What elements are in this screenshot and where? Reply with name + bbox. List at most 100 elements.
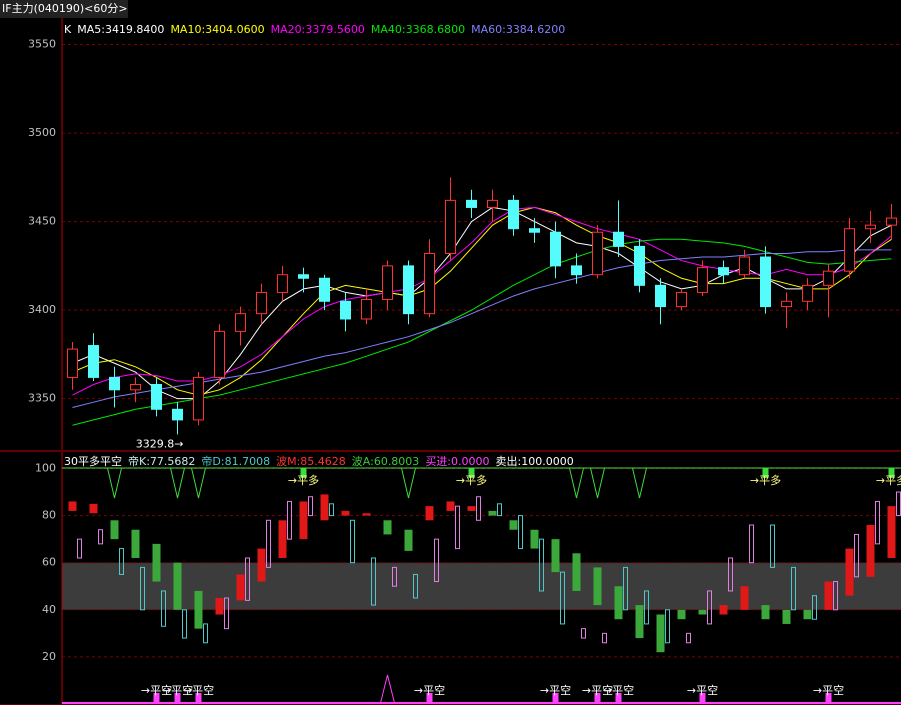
title-bar <box>0 0 128 18</box>
di-bar <box>728 557 733 592</box>
di-bar <box>476 496 481 521</box>
di-bar <box>140 566 145 611</box>
y-tick-label: 3350 <box>28 392 56 405</box>
wave-bar <box>866 525 875 577</box>
candle-body <box>676 291 687 308</box>
candle-body <box>277 274 288 293</box>
di-bar <box>812 595 817 620</box>
di-bar <box>203 623 208 644</box>
long-marker <box>762 468 769 478</box>
short-label: →平空 <box>414 683 445 697</box>
candle-body <box>886 217 897 226</box>
short-label: →平空 <box>687 683 718 697</box>
long-dip <box>107 467 122 499</box>
short-label: →平空 <box>582 683 613 697</box>
candle-body <box>172 408 183 421</box>
candle-body <box>256 291 267 315</box>
long-dip <box>632 467 647 499</box>
di-bar <box>434 538 439 583</box>
candle-body <box>508 199 519 230</box>
wave-bar <box>173 562 182 610</box>
wave-bar <box>383 520 392 535</box>
wave-bar <box>677 609 686 620</box>
di-bar <box>833 581 838 611</box>
y-tick-label: 3450 <box>28 215 56 228</box>
di-bar <box>350 519 355 564</box>
wave-bar <box>509 520 518 530</box>
long-dip <box>191 467 206 499</box>
short-label: →平空 <box>141 683 172 697</box>
di-bar <box>308 496 313 517</box>
di-bar <box>602 632 607 644</box>
candle-body <box>466 199 477 208</box>
y-tick-label: 60 <box>42 556 56 569</box>
legend-entry: MA5:3419.8400 <box>77 23 164 36</box>
wave-bar <box>194 590 203 629</box>
candle-body <box>781 300 792 308</box>
di-bar <box>665 609 670 644</box>
candle-body <box>529 228 540 233</box>
wave-bar <box>698 609 707 615</box>
candle-body <box>235 313 246 332</box>
legend-entry: MA20:3379.5600 <box>271 23 365 36</box>
legend-entry: MA60:3384.6200 <box>471 23 565 36</box>
wave-bar <box>845 548 854 596</box>
candle-body <box>151 383 162 410</box>
candle-body <box>823 270 834 286</box>
candle-body <box>613 231 624 247</box>
band <box>62 562 901 610</box>
candle-body <box>550 231 561 267</box>
di-bar <box>98 529 103 545</box>
legend-entry: 波A:60.8003 <box>352 455 420 468</box>
y-tick-label: 40 <box>42 603 56 616</box>
wave-bar <box>740 586 749 610</box>
long-dip <box>590 467 605 499</box>
ma-line <box>72 238 892 426</box>
candle-body <box>319 277 330 302</box>
long-marker <box>300 468 307 478</box>
candle-body <box>760 256 771 308</box>
candle-body <box>844 228 855 272</box>
wave-bar <box>152 543 161 582</box>
wave-bar <box>278 520 287 558</box>
wave-bar <box>362 513 371 516</box>
wave-bar <box>467 506 476 511</box>
wave-bar <box>68 501 77 511</box>
candle-body <box>655 284 666 308</box>
y-tick-label: 100 <box>35 461 56 474</box>
di-bar <box>770 524 775 568</box>
candle-body <box>361 299 372 320</box>
short-marker <box>825 693 832 703</box>
long-label: →平多 <box>456 473 487 487</box>
short-label: →平空 <box>183 683 214 697</box>
short-marker <box>699 693 706 703</box>
wave-bar <box>551 539 560 573</box>
wave-bar <box>824 581 833 610</box>
di-bar <box>497 503 502 517</box>
candle-body <box>130 383 141 391</box>
short-marker <box>552 693 559 703</box>
wave-bar <box>110 520 119 540</box>
wave-bar <box>782 609 791 624</box>
candle-body <box>382 265 393 301</box>
candle-body <box>193 376 204 421</box>
candle-body <box>802 284 813 302</box>
candle-body <box>298 274 309 279</box>
wave-bar <box>635 605 644 639</box>
long-marker <box>888 468 895 478</box>
wave-bar <box>446 501 455 511</box>
ma-line <box>72 206 892 396</box>
wave-bar <box>719 605 728 615</box>
long-label: →平多 <box>288 473 319 487</box>
short-label: →平空 <box>813 683 844 697</box>
candle-body <box>592 231 603 276</box>
short-label: →平空 <box>603 683 634 697</box>
wave-bar <box>656 614 665 653</box>
candle-body <box>67 348 78 378</box>
chart-title: IF主力(040190)<60分> <box>2 2 128 15</box>
wave-bar <box>215 598 224 615</box>
legend-entry: 30平多平空 <box>64 454 122 468</box>
di-bar <box>266 519 271 568</box>
wave-bar <box>131 529 140 558</box>
legend-entry: 帝D:81.7008 <box>201 454 270 468</box>
